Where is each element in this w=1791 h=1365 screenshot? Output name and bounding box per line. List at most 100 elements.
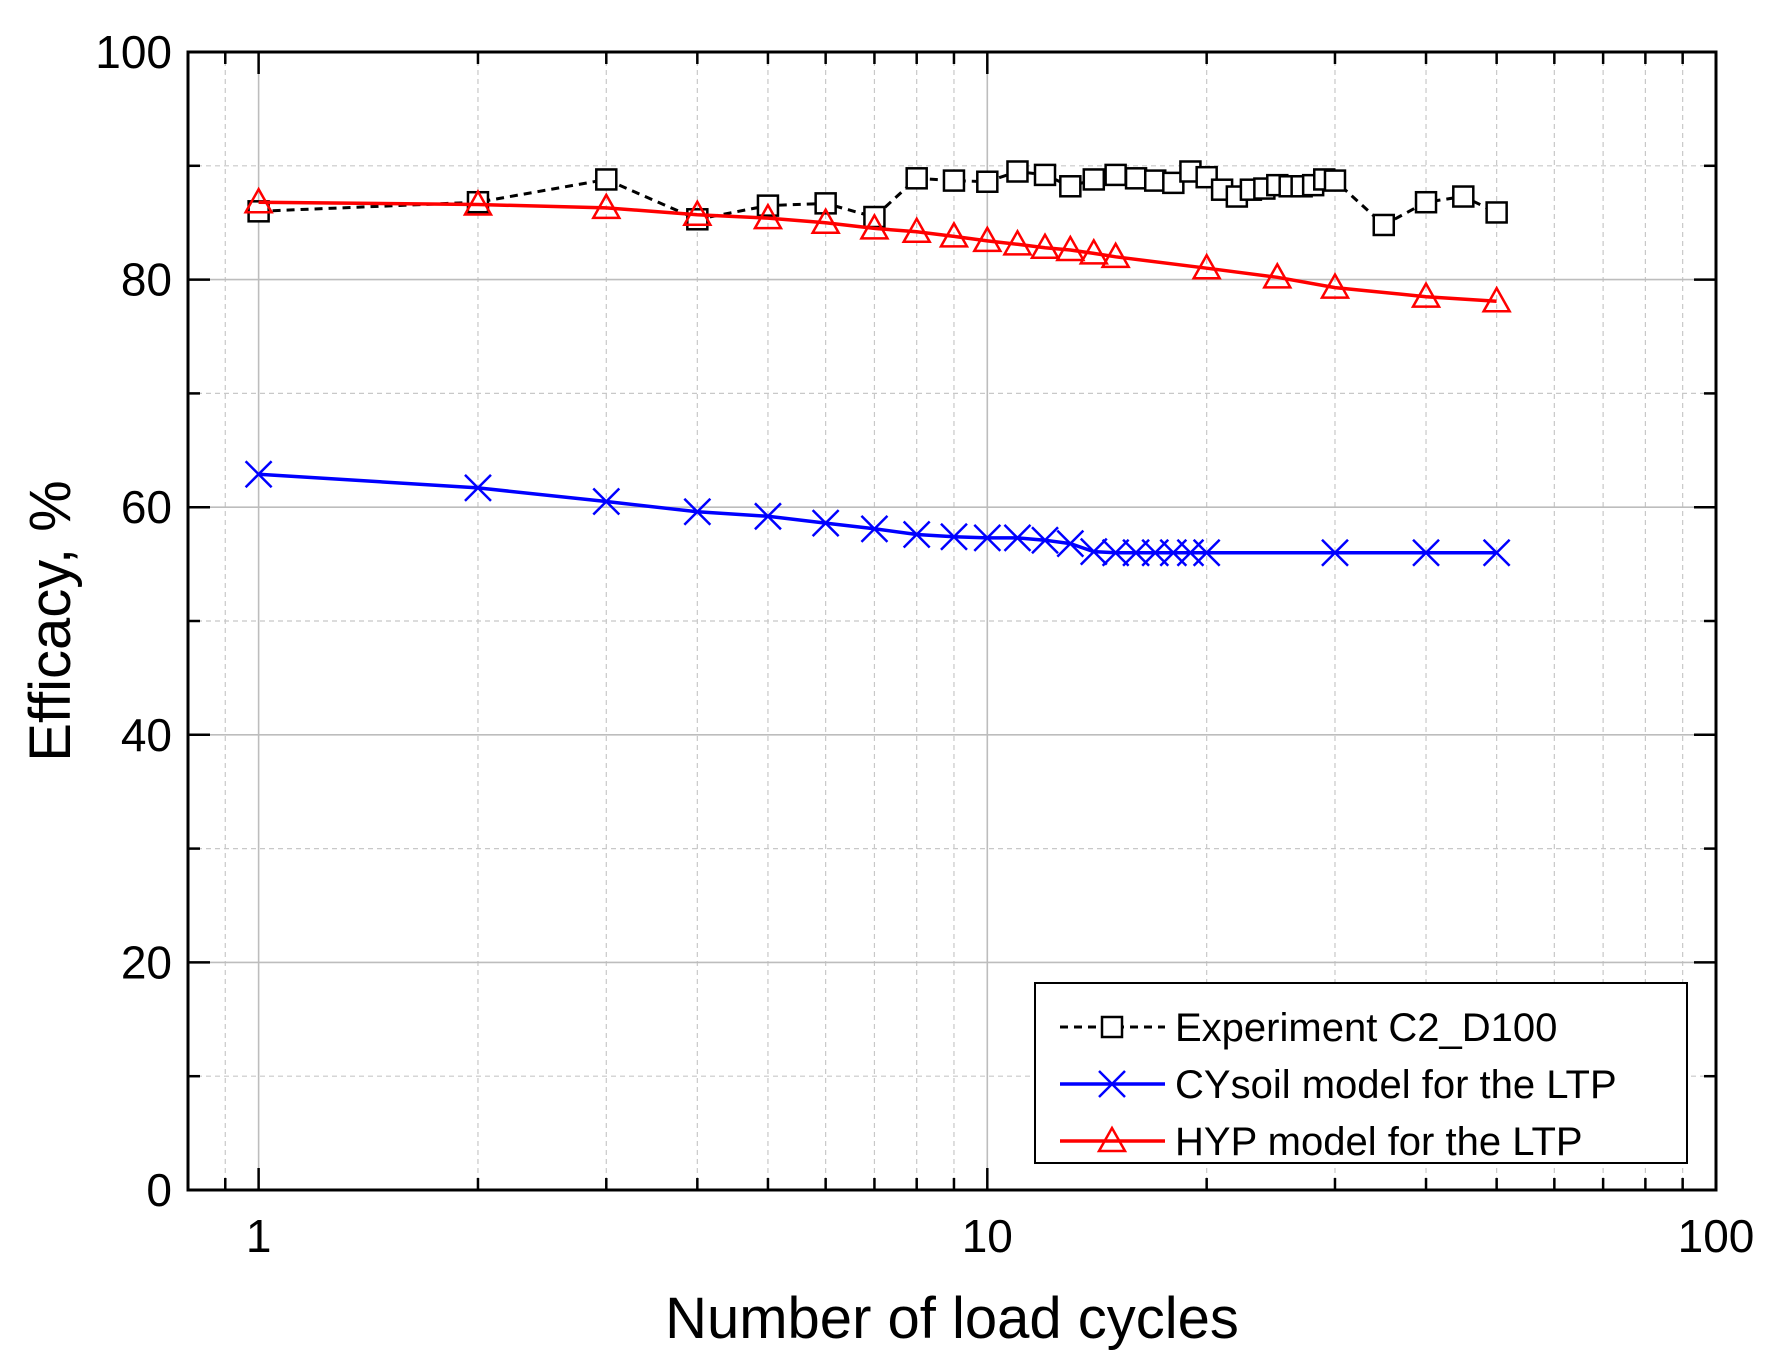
data-point [1412,538,1440,567]
data-point [1031,526,1059,555]
y-tick-label: 100 [95,26,172,78]
series-layer [243,160,1512,567]
y-tick-label: 80 [121,254,172,306]
marker-stroke [592,487,621,516]
data-point [859,212,890,240]
marker-stroke [860,514,889,543]
data-point [683,497,712,526]
x-tick-label: 10 [962,1210,1013,1262]
x-tick-label: 1 [246,1210,272,1262]
legend-box [1034,982,1688,1164]
data-point [1192,538,1221,567]
data-point [1485,201,1508,224]
data-point [1410,281,1442,308]
legend-label: Experiment C2_D100 [1175,1006,1557,1050]
data-point [1100,241,1131,269]
data-point [462,188,494,216]
marker-stroke [1482,538,1511,567]
series-cysoil-model-for-the-ltp [244,460,1511,567]
y-tick-label: 60 [121,481,172,533]
legend-marker [1098,1070,1126,1098]
ticks [188,50,1718,1192]
y-tick-label: 20 [121,936,172,988]
data-point [1262,261,1293,289]
data-point [811,509,840,538]
legend-label: HYP model for the LTP [1175,1120,1583,1164]
data-point [1414,190,1438,214]
data-point [1059,175,1082,198]
data-point [942,169,966,192]
data-point [752,202,784,230]
data-point [1082,168,1106,191]
data-point [1481,285,1512,313]
data-point [243,186,274,214]
legend-marker [1096,1125,1128,1153]
data-point [1162,171,1185,195]
marker-stroke [940,522,968,551]
data-point [938,220,970,248]
data-point [595,168,618,191]
data-point [244,460,273,489]
data-point [1124,167,1148,190]
legend-item: Experiment C2_D100 [1060,1006,1557,1050]
legend-item: CYsoil model for the LTP [1060,1063,1617,1107]
marker-stroke [1079,537,1108,566]
data-point [1372,213,1396,237]
marker-stroke [1003,524,1032,552]
data-point [973,524,1002,552]
data-point [1003,524,1032,552]
marker-stroke [1056,529,1085,558]
data-point [1006,160,1029,183]
data-point [591,192,622,220]
data-point [1191,252,1222,280]
data-point [810,207,841,234]
series-line [258,200,1497,303]
data-point [976,170,999,193]
x-tick-label: 100 [1678,1210,1755,1262]
legend-marker [1100,1015,1124,1039]
legend: Experiment C2_D100 CYsoil model for the L… [1034,982,1688,1164]
x-axis-title: Number of load cycles [665,1286,1239,1351]
data-point [814,192,837,215]
data-point [682,199,713,226]
data-point [592,487,621,516]
data-point [1029,232,1061,259]
data-point [1033,163,1057,187]
y-tick-label: 40 [121,709,172,761]
marker-stroke [1098,1070,1126,1098]
data-point [464,473,492,502]
data-point [1104,163,1127,187]
series-experiment-c2-d100 [247,160,1508,237]
marker-stroke [464,473,492,502]
marker-stroke [1321,538,1349,567]
marker-stroke [1101,538,1130,567]
data-point [1079,537,1108,566]
y-axis-title: Efficacy, % [18,480,83,762]
data-point [1101,538,1130,567]
data-point [1321,538,1349,567]
data-point [1319,272,1351,299]
series-hyp-model-for-the-ltp [243,186,1512,313]
marker-stroke [1192,538,1221,567]
data-point [1002,228,1033,256]
data-point [1482,538,1511,567]
marker-stroke [1412,538,1440,567]
data-point [940,522,968,551]
marker-stroke [754,502,782,531]
data-point [1452,185,1475,208]
data-point [860,514,889,543]
data-point [905,167,928,190]
legend-item: HYP model for the LTP [1060,1120,1583,1164]
marker-stroke [973,524,1002,552]
data-point [1078,237,1109,265]
y-tick-label: 0 [146,1164,172,1216]
marker-stroke [244,460,273,489]
marker-stroke [683,497,712,526]
data-point [754,502,782,531]
data-point [972,225,1003,253]
data-point [1056,529,1085,558]
data-point [1122,538,1150,567]
marker-stroke [1031,526,1059,555]
data-point [902,520,931,549]
